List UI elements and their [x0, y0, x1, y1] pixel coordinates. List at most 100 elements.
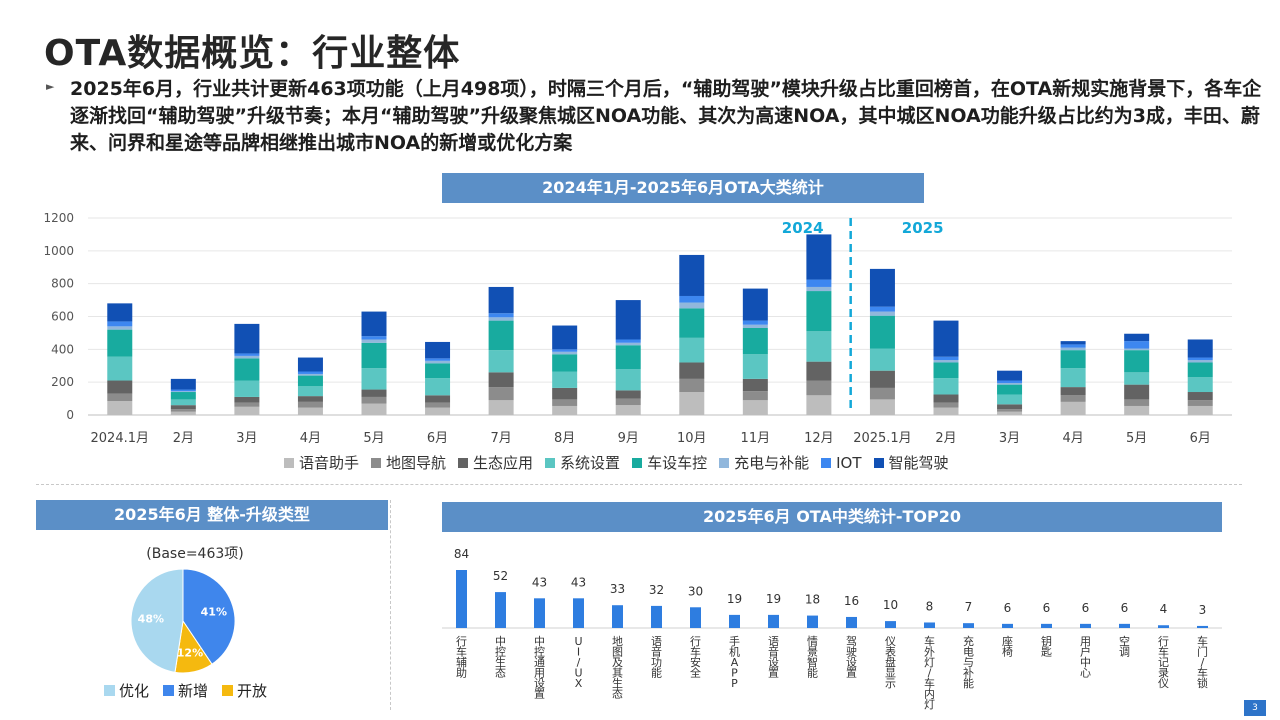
bar-segment: [933, 362, 959, 379]
y-tick-label: 1200: [43, 211, 74, 225]
bar-segment: [679, 378, 705, 393]
bar-segment: [552, 354, 578, 372]
bar-segment: [742, 354, 768, 379]
y-tick-label: 1000: [43, 244, 74, 258]
bar-segment: [933, 360, 959, 363]
bar-segment: [234, 358, 260, 381]
bar-segment: [1187, 362, 1213, 378]
bar-segment: [997, 384, 1023, 395]
legend-label: 语音助手: [299, 454, 360, 472]
bar-segment: [425, 341, 451, 359]
legend-label: 充电与补能: [734, 454, 810, 472]
legend-swatch: [222, 685, 234, 696]
bar-segment: [107, 321, 133, 327]
legend-item: 语音助手: [284, 452, 359, 473]
bar-segment: [361, 389, 387, 397]
x-tick-label: 2月: [935, 431, 956, 446]
y-tick-label: 600: [51, 310, 74, 324]
bar-segment: [742, 391, 768, 401]
bar-segment: [170, 378, 196, 390]
legend-label: 新增: [178, 682, 209, 700]
bar-segment: [1060, 368, 1086, 388]
bar-segment: [1124, 333, 1150, 342]
bar-segment: [1187, 377, 1213, 393]
bar-segment: [869, 306, 895, 312]
bar-segment: [615, 398, 641, 406]
bar-segment: [107, 303, 133, 322]
pie-legend-item: 开放: [222, 680, 267, 701]
y-tick-label: 0: [66, 408, 74, 422]
bar-segment: [997, 409, 1023, 412]
bar-segment: [869, 399, 895, 415]
bar-segment: [933, 356, 959, 361]
bar-segment: [1060, 387, 1086, 396]
intro-paragraph: ► 2025年6月，行业共计更新463项功能（上月498项），时隔三个月后，“辅…: [46, 76, 1272, 157]
bar-segment: [425, 360, 451, 364]
bar-segment: [425, 378, 451, 396]
bar-segment: [361, 403, 387, 415]
x-tick-label: 2月: [173, 431, 194, 446]
legend-item: 车设车控: [632, 452, 707, 473]
x-tick-label: 4月: [1062, 431, 1083, 446]
legend-swatch: [719, 457, 730, 468]
legend-label: 地图导航: [386, 454, 447, 472]
year-label-2025: 2025: [902, 219, 944, 237]
legend-label: 生态应用: [473, 454, 534, 472]
bar-segment: [552, 399, 578, 406]
bar-segment: [297, 371, 323, 374]
bar-segment: [361, 396, 387, 404]
pie-legend-item: 新增: [163, 680, 208, 701]
bar-segment: [933, 407, 959, 415]
bar-segment: [488, 372, 514, 388]
bar-segment: [361, 368, 387, 390]
bar-segment: [552, 371, 578, 388]
bar-segment: [806, 395, 832, 415]
bar-segment: [234, 380, 260, 397]
bar-segment: [679, 337, 705, 363]
legend-item: 系统设置: [545, 452, 620, 473]
year-label-2024: 2024: [782, 219, 824, 237]
bar-segment: [997, 394, 1023, 405]
bar-segment: [297, 407, 323, 415]
bar-segment: [234, 353, 260, 356]
bar-segment: [742, 320, 768, 325]
bar-segment: [552, 405, 578, 415]
page-number: 3: [1244, 700, 1266, 716]
bar-segment: [615, 405, 641, 415]
bar-segment: [425, 407, 451, 415]
bar-segment: [170, 389, 196, 392]
legend-item: 生态应用: [458, 452, 533, 473]
legend-label: IOT: [836, 453, 862, 472]
bar-segment: [361, 311, 387, 337]
bar-segment: [679, 362, 705, 379]
bar-segment: [1060, 395, 1086, 402]
bar-segment: [1060, 344, 1086, 348]
bar-segment: [170, 411, 196, 415]
y-tick-label: 200: [51, 375, 74, 389]
bar-segment: [742, 400, 768, 415]
bar-segment: [488, 387, 514, 401]
bar-segment: [361, 342, 387, 369]
bar-segment: [488, 313, 514, 318]
bar-segment: [107, 329, 133, 357]
legend-swatch: [545, 457, 556, 468]
bar-segment: [1124, 350, 1150, 373]
pie-legend-item: 优化: [104, 680, 149, 701]
bar-segment: [869, 348, 895, 371]
bar-segment: [361, 339, 387, 343]
legend-swatch: [458, 457, 469, 468]
y-tick-label: 800: [51, 277, 74, 291]
main-chart-legend: 语音助手 地图导航 生态应用 系统设置 车设车控 充电与补能 IOT 智能驾驶: [284, 452, 949, 473]
bar-segment: [107, 401, 133, 415]
bar-segment: [297, 375, 323, 387]
bar-segment: [1187, 339, 1213, 358]
bar-segment: [997, 411, 1023, 415]
legend-label: 优化: [119, 682, 150, 700]
bar-segment: [997, 370, 1023, 381]
legend-item: 充电与补能: [719, 452, 809, 473]
bar-segment: [615, 390, 641, 399]
bar-segment: [297, 373, 323, 376]
bar-segment: [806, 380, 832, 396]
legend-item: IOT: [821, 452, 862, 473]
bar-segment: [742, 378, 768, 392]
